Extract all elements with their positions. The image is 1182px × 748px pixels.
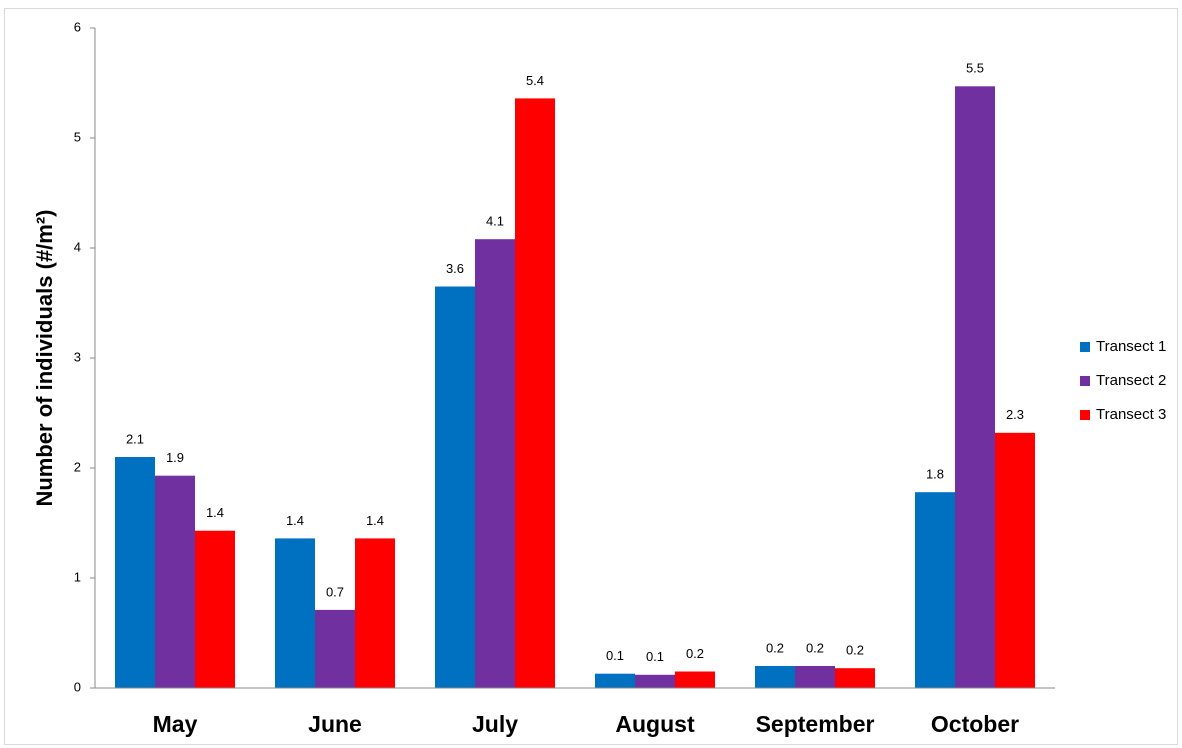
value-label: 2.3 [1006, 407, 1024, 422]
value-label: 1.4 [206, 505, 224, 520]
value-label: 5.4 [526, 73, 544, 88]
chart-frame [4, 8, 1178, 745]
value-label: 0.2 [806, 640, 824, 655]
y-tick-label: 6 [74, 19, 81, 34]
x-tick-label: September [756, 711, 875, 737]
bar [635, 674, 675, 688]
y-tick-label: 1 [74, 569, 81, 584]
bar [475, 239, 515, 688]
x-tick-label: August [615, 711, 695, 737]
value-label: 1.4 [286, 513, 304, 528]
bar [435, 286, 475, 688]
bar [755, 666, 795, 688]
value-label: 0.1 [646, 649, 664, 664]
y-tick-label: 2 [74, 459, 81, 474]
bar [795, 666, 835, 688]
value-label: 1.9 [166, 450, 184, 465]
bar [915, 492, 955, 688]
value-label: 0.2 [766, 640, 784, 655]
x-tick-label: June [308, 711, 362, 737]
bar [115, 457, 155, 688]
bar [315, 609, 355, 688]
y-tick-label: 5 [74, 129, 81, 144]
value-label: 0.7 [326, 584, 344, 599]
bar [955, 86, 995, 689]
value-label: 0.2 [686, 646, 704, 661]
value-label: 0.2 [846, 643, 864, 658]
value-label: 3.6 [446, 261, 464, 276]
y-tick-label: 3 [74, 349, 81, 364]
bar [595, 673, 635, 688]
value-label: 0.1 [606, 648, 624, 663]
x-tick-label: July [472, 711, 518, 737]
legend-swatch [1080, 410, 1090, 420]
x-tick-label: October [931, 711, 1019, 737]
bar [275, 538, 315, 688]
bar [675, 671, 715, 688]
bar [155, 475, 195, 688]
y-axis-label: Number of individuals (#/m²) [32, 209, 57, 506]
legend-label: Transect 1 [1096, 338, 1166, 355]
bar [355, 538, 395, 688]
legend-label: Transect 3 [1096, 406, 1166, 423]
bar [995, 432, 1035, 688]
value-label: 2.1 [126, 431, 144, 446]
bar [835, 668, 875, 688]
bar [515, 98, 555, 688]
value-label: 5.5 [966, 61, 984, 76]
legend-swatch [1080, 376, 1090, 386]
x-tick-label: May [153, 711, 198, 737]
legend-swatch [1080, 342, 1090, 352]
value-label: 1.8 [926, 467, 944, 482]
y-tick-label: 0 [74, 679, 81, 694]
y-tick-label: 4 [74, 239, 81, 254]
legend-label: Transect 2 [1096, 372, 1166, 389]
value-label: 1.4 [366, 513, 384, 528]
bar [195, 530, 235, 688]
value-label: 4.1 [486, 214, 504, 229]
